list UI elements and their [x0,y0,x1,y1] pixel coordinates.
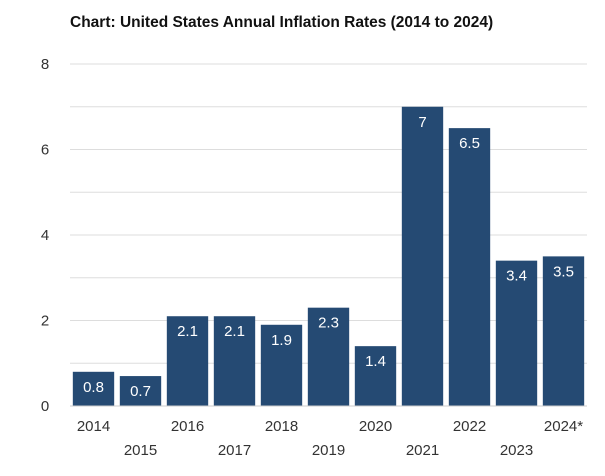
x-tick-label: 2021 [406,442,439,459]
y-tick-label: 8 [41,56,49,73]
y-tick-label: 6 [41,142,49,159]
data-label: 3.4 [506,268,527,285]
bar [495,260,538,406]
data-label: 3.5 [553,263,574,280]
chart-title: Chart: United States Annual Inflation Ra… [70,14,494,31]
data-label: 2.1 [177,323,198,340]
bar [166,316,209,406]
x-tick-label: 2018 [265,418,298,435]
bar [401,106,444,406]
x-tick-label: 2014 [77,418,110,435]
x-tick-label: 2019 [312,442,345,459]
bar [354,346,397,406]
y-tick-label: 2 [41,313,49,330]
data-label: 2.1 [224,323,245,340]
bar [307,307,350,406]
data-label: 1.4 [365,353,386,370]
bar [72,371,115,406]
y-tick-label: 0 [41,398,49,415]
data-label: 7 [418,114,426,131]
bar [542,256,585,406]
data-label: 0.8 [83,379,104,396]
data-label: 1.9 [271,332,292,349]
x-tick-label: 2015 [124,442,157,459]
x-tick-label: 2020 [359,418,392,435]
x-tick-label: 2024* [544,418,583,435]
data-label: 0.7 [130,383,151,400]
x-tick-label: 2017 [218,442,251,459]
bar [119,376,162,406]
bar [260,324,303,406]
data-label: 6.5 [459,135,480,152]
bar [213,316,256,406]
data-label: 2.3 [318,315,339,332]
bar [448,128,491,406]
y-tick-label: 4 [41,227,49,244]
x-tick-label: 2023 [500,442,533,459]
x-tick-label: 2022 [453,418,486,435]
x-tick-label: 2016 [171,418,204,435]
